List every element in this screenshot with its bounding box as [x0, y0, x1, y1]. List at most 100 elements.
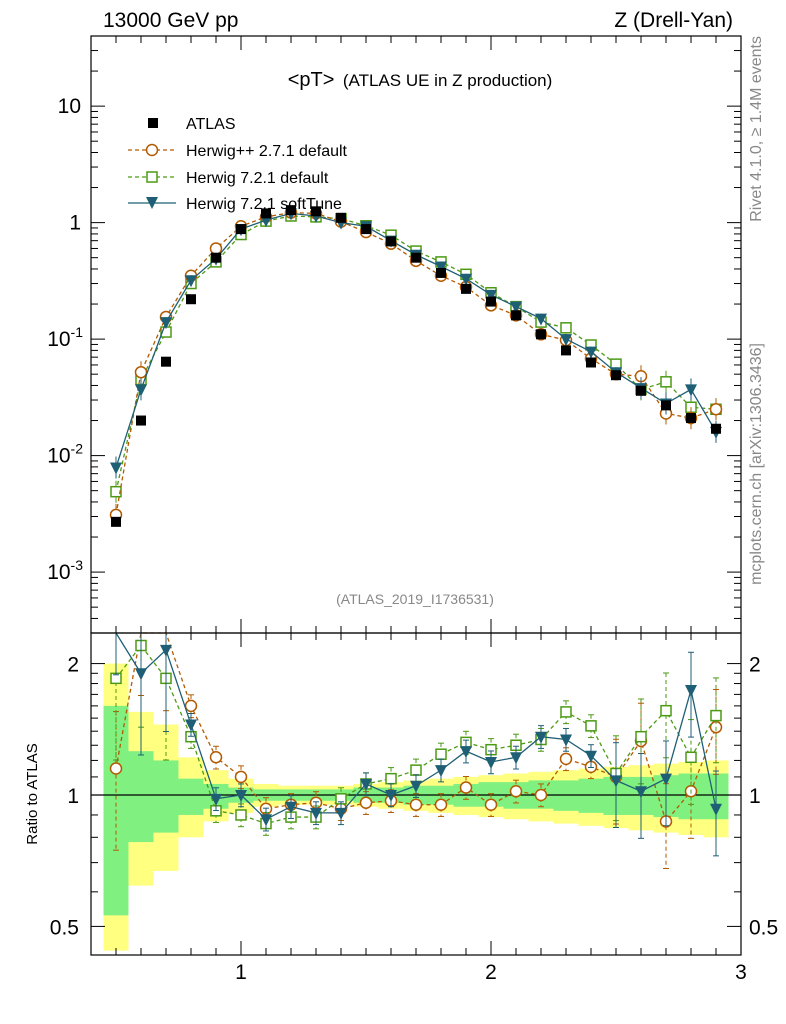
ratio-point-herwig721: [435, 748, 447, 760]
main-point-atlas: [261, 208, 271, 219]
main-point-atlas: [536, 329, 546, 340]
main-point-herwigpp: [209, 242, 223, 255]
ratio-point-herwig72tune: [410, 780, 422, 793]
ratio-point-herwig72tune: [485, 757, 497, 770]
ratio-point-herwig72tune: [510, 752, 522, 765]
main-point-herwig72tune: [135, 384, 147, 397]
main-point-atlas: [186, 294, 196, 305]
rivet-label: Rivet 4.1.0, ≥ 1.4M events: [748, 36, 765, 222]
main-point-atlas: [686, 413, 696, 424]
main-point-atlas: [411, 252, 421, 263]
ratio-frame: [90, 632, 742, 956]
main-ytick-label: 10: [58, 95, 81, 118]
main-point-herwig72tune: [560, 334, 572, 347]
ratio-ytick-label: 0.5: [50, 916, 79, 939]
main-point-herwigpp: [134, 365, 148, 379]
ratio-point-herwig72tune: [660, 773, 672, 786]
ratio-point-herwig721: [385, 772, 397, 785]
main-ytick-label: 10-3: [47, 557, 83, 584]
ratio-point-herwigpp: [459, 781, 473, 794]
legend-label-herwig72tune: Herwig 7.2.1 softTune: [186, 196, 342, 213]
ratio-point-herwig72tune: [310, 807, 322, 820]
ratio-xtick-label: 1: [235, 961, 247, 984]
header-left: 13000 GeV pp: [103, 9, 238, 32]
ratio-point-herwig72tune: [360, 778, 372, 791]
main-point-atlas: [586, 357, 596, 368]
ratio-point-herwig72tune: [710, 803, 722, 816]
ratio-point-herwig72tune: [235, 789, 247, 802]
main-point-herwig721: [660, 376, 672, 388]
main-point-atlas: [486, 296, 496, 307]
legend-marker-herwig721: [146, 171, 158, 183]
main-point-atlas: [661, 400, 671, 411]
ratio-point-herwig721: [235, 809, 247, 821]
mcplots-label: mcplots.cern.ch [arXiv:1306.3436]: [748, 343, 765, 585]
legend-item-herwig721: Herwig 7.2.1 default: [128, 170, 329, 187]
ratio-point-herwigpp: [509, 784, 523, 798]
ratio-point-herwigpp: [234, 770, 248, 784]
main-point-atlas: [636, 385, 646, 396]
ratio-point-herwig721: [410, 764, 422, 776]
ratio-point-herwigpp: [109, 762, 123, 775]
main-point-herwigpp: [709, 402, 723, 416]
ratio-point-herwigpp: [184, 699, 198, 713]
ratio-ytick-label-right: 1: [749, 785, 761, 808]
main-point-atlas: [111, 516, 121, 527]
ratio-point-herwig721: [585, 720, 597, 732]
main-point-herwig72tune: [160, 317, 172, 330]
main-point-atlas: [611, 370, 621, 381]
main-point-atlas: [436, 267, 446, 278]
legend-label-herwigpp: Herwig++ 2.7.1 default: [186, 143, 348, 160]
main-point-atlas: [336, 212, 346, 223]
legend-item-herwigpp: Herwig++ 2.7.1 default: [128, 143, 348, 160]
header-right: Z (Drell-Yan): [614, 9, 733, 32]
ratio-point-herwig72tune: [560, 734, 572, 747]
ratio-series-layer: [109, 632, 723, 869]
main-point-atlas: [511, 310, 521, 321]
plot-title: <pT>: [288, 69, 335, 91]
ratio-point-herwig72tune: [585, 750, 597, 763]
main-point-herwig721: [110, 485, 122, 498]
legend: ATLAS Herwig++ 2.7.1 default Herwig 7.2.…: [128, 116, 348, 213]
ratio-point-herwig72tune: [210, 793, 222, 806]
ratio-band-inner: [128, 751, 154, 843]
main-ytick-base: 10: [47, 561, 70, 584]
ratio-point-herwig72tune: [610, 775, 622, 788]
main-point-herwig72tune: [585, 346, 597, 359]
ratio-point-herwig721: [660, 704, 672, 717]
legend-item-herwig72tune: Herwig 7.2.1 softTune: [128, 196, 342, 213]
main-ytick-exponent: -3: [71, 557, 84, 573]
main-point-herwig72tune: [535, 313, 547, 326]
main-point-atlas: [561, 345, 571, 356]
ratio-point-herwigpp: [434, 798, 448, 811]
ratio-band-inner: [578, 778, 604, 813]
main-ytick-exponent: -1: [71, 324, 84, 340]
main-series-layer: [109, 205, 723, 527]
main-point-atlas: [386, 236, 396, 247]
ratio-panel: 0.5 0.5 1 1 2 2 1 2 3: [50, 632, 778, 984]
ratio-point-herwig72tune: [435, 765, 447, 778]
ratio-xtick-label: 2: [485, 961, 497, 984]
ratio-point-herwig72tune: [685, 684, 697, 697]
ratio-point-herwig72tune: [185, 719, 197, 732]
ratio-ytick-label-right: 2: [749, 654, 761, 677]
main-point-atlas: [136, 415, 146, 426]
main-ytick-base: 10: [47, 445, 70, 468]
ratio-ylabel: Ratio to ATLAS: [24, 743, 41, 844]
ratio-point-herwig72tune: [535, 731, 547, 744]
main-point-herwig72tune: [435, 261, 447, 274]
main-point-atlas: [286, 205, 296, 216]
ratio-ytick-label: 1: [67, 785, 79, 808]
main-ytick-label: 10-1: [47, 324, 83, 351]
plot-subtitle: (ATLAS UE in Z production): [343, 71, 552, 90]
ratio-point-herwigpp: [484, 798, 498, 811]
legend-item-atlas: ATLAS: [148, 116, 236, 133]
legend-marker-herwig72tune: [146, 197, 158, 209]
main-point-herwig72tune: [185, 275, 197, 288]
ratio-point-herwig72tune: [385, 789, 397, 802]
main-ytick-label: 10-2: [47, 441, 83, 468]
ratio-xtick-label: 3: [735, 961, 747, 984]
ratio-point-herwig72tune: [160, 644, 172, 657]
ratio-point-herwig721: [635, 730, 647, 743]
